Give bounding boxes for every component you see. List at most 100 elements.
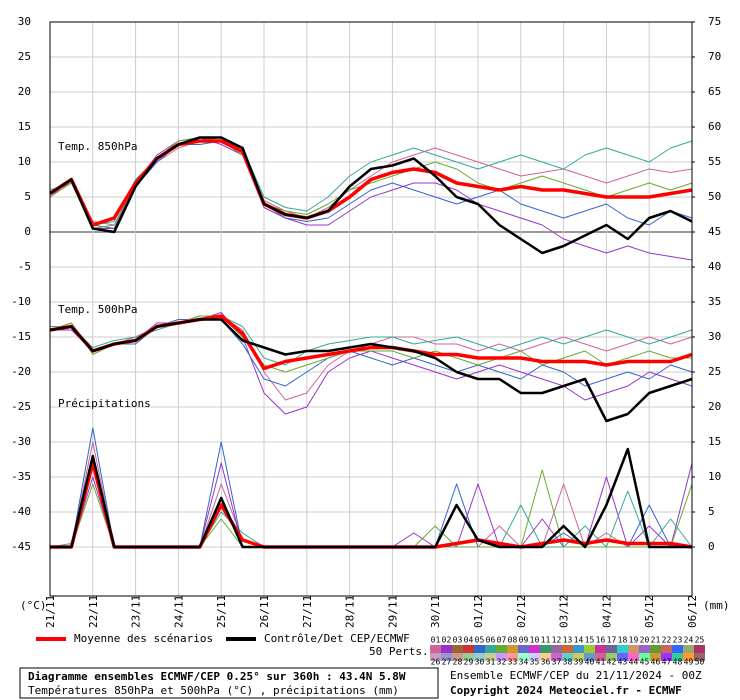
perturbation-label: 01 bbox=[431, 636, 441, 645]
footer-box bbox=[19, 667, 439, 699]
x-tick-label: 03/12 bbox=[558, 595, 571, 628]
perturbation-swatch bbox=[672, 645, 683, 653]
perturbation-label: 42 bbox=[607, 658, 617, 667]
perturbation-label: 16 bbox=[596, 636, 606, 645]
y-tick-label: 0 bbox=[24, 225, 31, 238]
perturbation-swatch bbox=[617, 653, 628, 661]
y-tick-label: -20 bbox=[11, 365, 31, 378]
x-tick-label: 27/11 bbox=[301, 595, 314, 628]
perturbation-label: 23 bbox=[673, 636, 683, 645]
perturbation-label: 08 bbox=[508, 636, 518, 645]
x-tick-label: 26/11 bbox=[258, 595, 271, 628]
x-tick-label: 02/12 bbox=[515, 595, 528, 628]
y2-tick-label: 35 bbox=[708, 295, 721, 308]
perturbation-swatch bbox=[474, 653, 485, 661]
legend-label: Moyenne des scénarios bbox=[74, 632, 213, 645]
footer-copyright: Copyright 2024 Meteociel.fr - ECMWF bbox=[450, 684, 682, 697]
plot-frame bbox=[49, 21, 693, 597]
perturbation-label: 27 bbox=[442, 658, 452, 667]
perturbation-swatch bbox=[694, 653, 705, 661]
perturbation-swatch bbox=[551, 653, 562, 661]
perturbation-swatch bbox=[518, 653, 529, 661]
perturbation-swatch bbox=[485, 653, 496, 661]
x-tick-label: 01/12 bbox=[472, 595, 485, 628]
series-line bbox=[50, 447, 692, 549]
perturbation-swatch bbox=[430, 645, 441, 653]
perturbation-label: 44 bbox=[629, 658, 639, 667]
y-tick-label: 25 bbox=[18, 50, 31, 63]
perturbation-label: 10 bbox=[530, 636, 540, 645]
perturbation-label: 12 bbox=[552, 636, 562, 645]
x-tick-label: 06/12 bbox=[686, 595, 699, 628]
perturbation-label: 43 bbox=[618, 658, 628, 667]
perturbation-label: 26 bbox=[431, 658, 441, 667]
x-tick-label: 30/11 bbox=[429, 595, 442, 628]
perturbation-label: 17 bbox=[607, 636, 617, 645]
y2-tick-label: 40 bbox=[708, 260, 721, 273]
series-line bbox=[49, 136, 693, 255]
perturbation-swatch bbox=[694, 645, 705, 653]
perturbation-swatch bbox=[452, 653, 463, 661]
x-tick-label: 05/12 bbox=[643, 595, 656, 628]
y2-tick-label: 70 bbox=[708, 50, 721, 63]
perturbation-swatch bbox=[628, 653, 639, 661]
y2-tick-label: 65 bbox=[708, 85, 721, 98]
perturbation-label: 30 bbox=[475, 658, 485, 667]
perturbation-label: 09 bbox=[519, 636, 529, 645]
y2-tick-label: 10 bbox=[708, 470, 721, 483]
x-tick-label: 29/11 bbox=[386, 595, 399, 628]
perturbation-count: 50 Perts. bbox=[369, 645, 429, 658]
legend-label: Contrôle/Det CEP/ECMWF bbox=[264, 632, 410, 645]
y-tick-label: -30 bbox=[11, 435, 31, 448]
perturbation-label: 04 bbox=[464, 636, 474, 645]
perturbation-label: 35 bbox=[530, 658, 540, 667]
perturbation-swatch bbox=[639, 645, 650, 653]
y2-tick-label: 75 bbox=[708, 15, 721, 28]
perturbation-label: 37 bbox=[552, 658, 562, 667]
perturbation-swatch bbox=[595, 645, 606, 653]
perturbation-label: 48 bbox=[673, 658, 683, 667]
perturbation-label: 03 bbox=[453, 636, 463, 645]
y-tick-label: 20 bbox=[18, 85, 31, 98]
perturbation-swatch bbox=[529, 653, 540, 661]
perturbation-swatch bbox=[507, 653, 518, 661]
perturbation-swatch bbox=[463, 645, 474, 653]
perturbation-swatch bbox=[540, 653, 551, 661]
perturbation-label: 28 bbox=[453, 658, 463, 667]
perturbation-label: 50 bbox=[695, 658, 705, 667]
x-tick-label: 28/11 bbox=[344, 595, 357, 628]
footer-subtitle: Températures 850hPa et 500hPa (°C) , pré… bbox=[28, 684, 399, 697]
series-line bbox=[49, 318, 693, 423]
perturbation-swatch bbox=[441, 645, 452, 653]
perturbation-label: 19 bbox=[629, 636, 639, 645]
perturbation-swatch bbox=[485, 645, 496, 653]
perturbation-swatch bbox=[595, 653, 606, 661]
series-line bbox=[50, 315, 693, 366]
perturbation-swatch bbox=[672, 653, 683, 661]
x-tick-label: 25/11 bbox=[215, 595, 228, 628]
footer-title: Diagramme ensembles ECMWF/CEP 0.25° sur … bbox=[28, 670, 406, 683]
perturbation-label: 13 bbox=[563, 636, 573, 645]
perturbation-label: 21 bbox=[651, 636, 661, 645]
y-tick-label: -25 bbox=[11, 400, 31, 413]
perturbation-label: 11 bbox=[541, 636, 551, 645]
x-tick-label: 21/11 bbox=[44, 595, 57, 628]
perturbation-label: 46 bbox=[651, 658, 661, 667]
perturbation-label: 29 bbox=[464, 658, 474, 667]
perturbation-swatch bbox=[441, 653, 452, 661]
perturbation-label: 33 bbox=[508, 658, 518, 667]
panel-label: Temp. 850hPa bbox=[58, 140, 137, 153]
perturbation-label: 34 bbox=[519, 658, 529, 667]
perturbation-label: 24 bbox=[684, 636, 694, 645]
y2-tick-label: 45 bbox=[708, 225, 721, 238]
series-line bbox=[49, 140, 693, 229]
y2-tick-label: 15 bbox=[708, 435, 721, 448]
y-tick-label: 5 bbox=[24, 190, 31, 203]
x-tick-label: 22/11 bbox=[87, 595, 100, 628]
y2-tick-label: 0 bbox=[708, 540, 715, 553]
y-tick-label: 15 bbox=[18, 120, 31, 133]
perturbation-label: 07 bbox=[497, 636, 507, 645]
perturbation-label: 45 bbox=[640, 658, 650, 667]
x-tick-label: 04/12 bbox=[600, 595, 613, 628]
